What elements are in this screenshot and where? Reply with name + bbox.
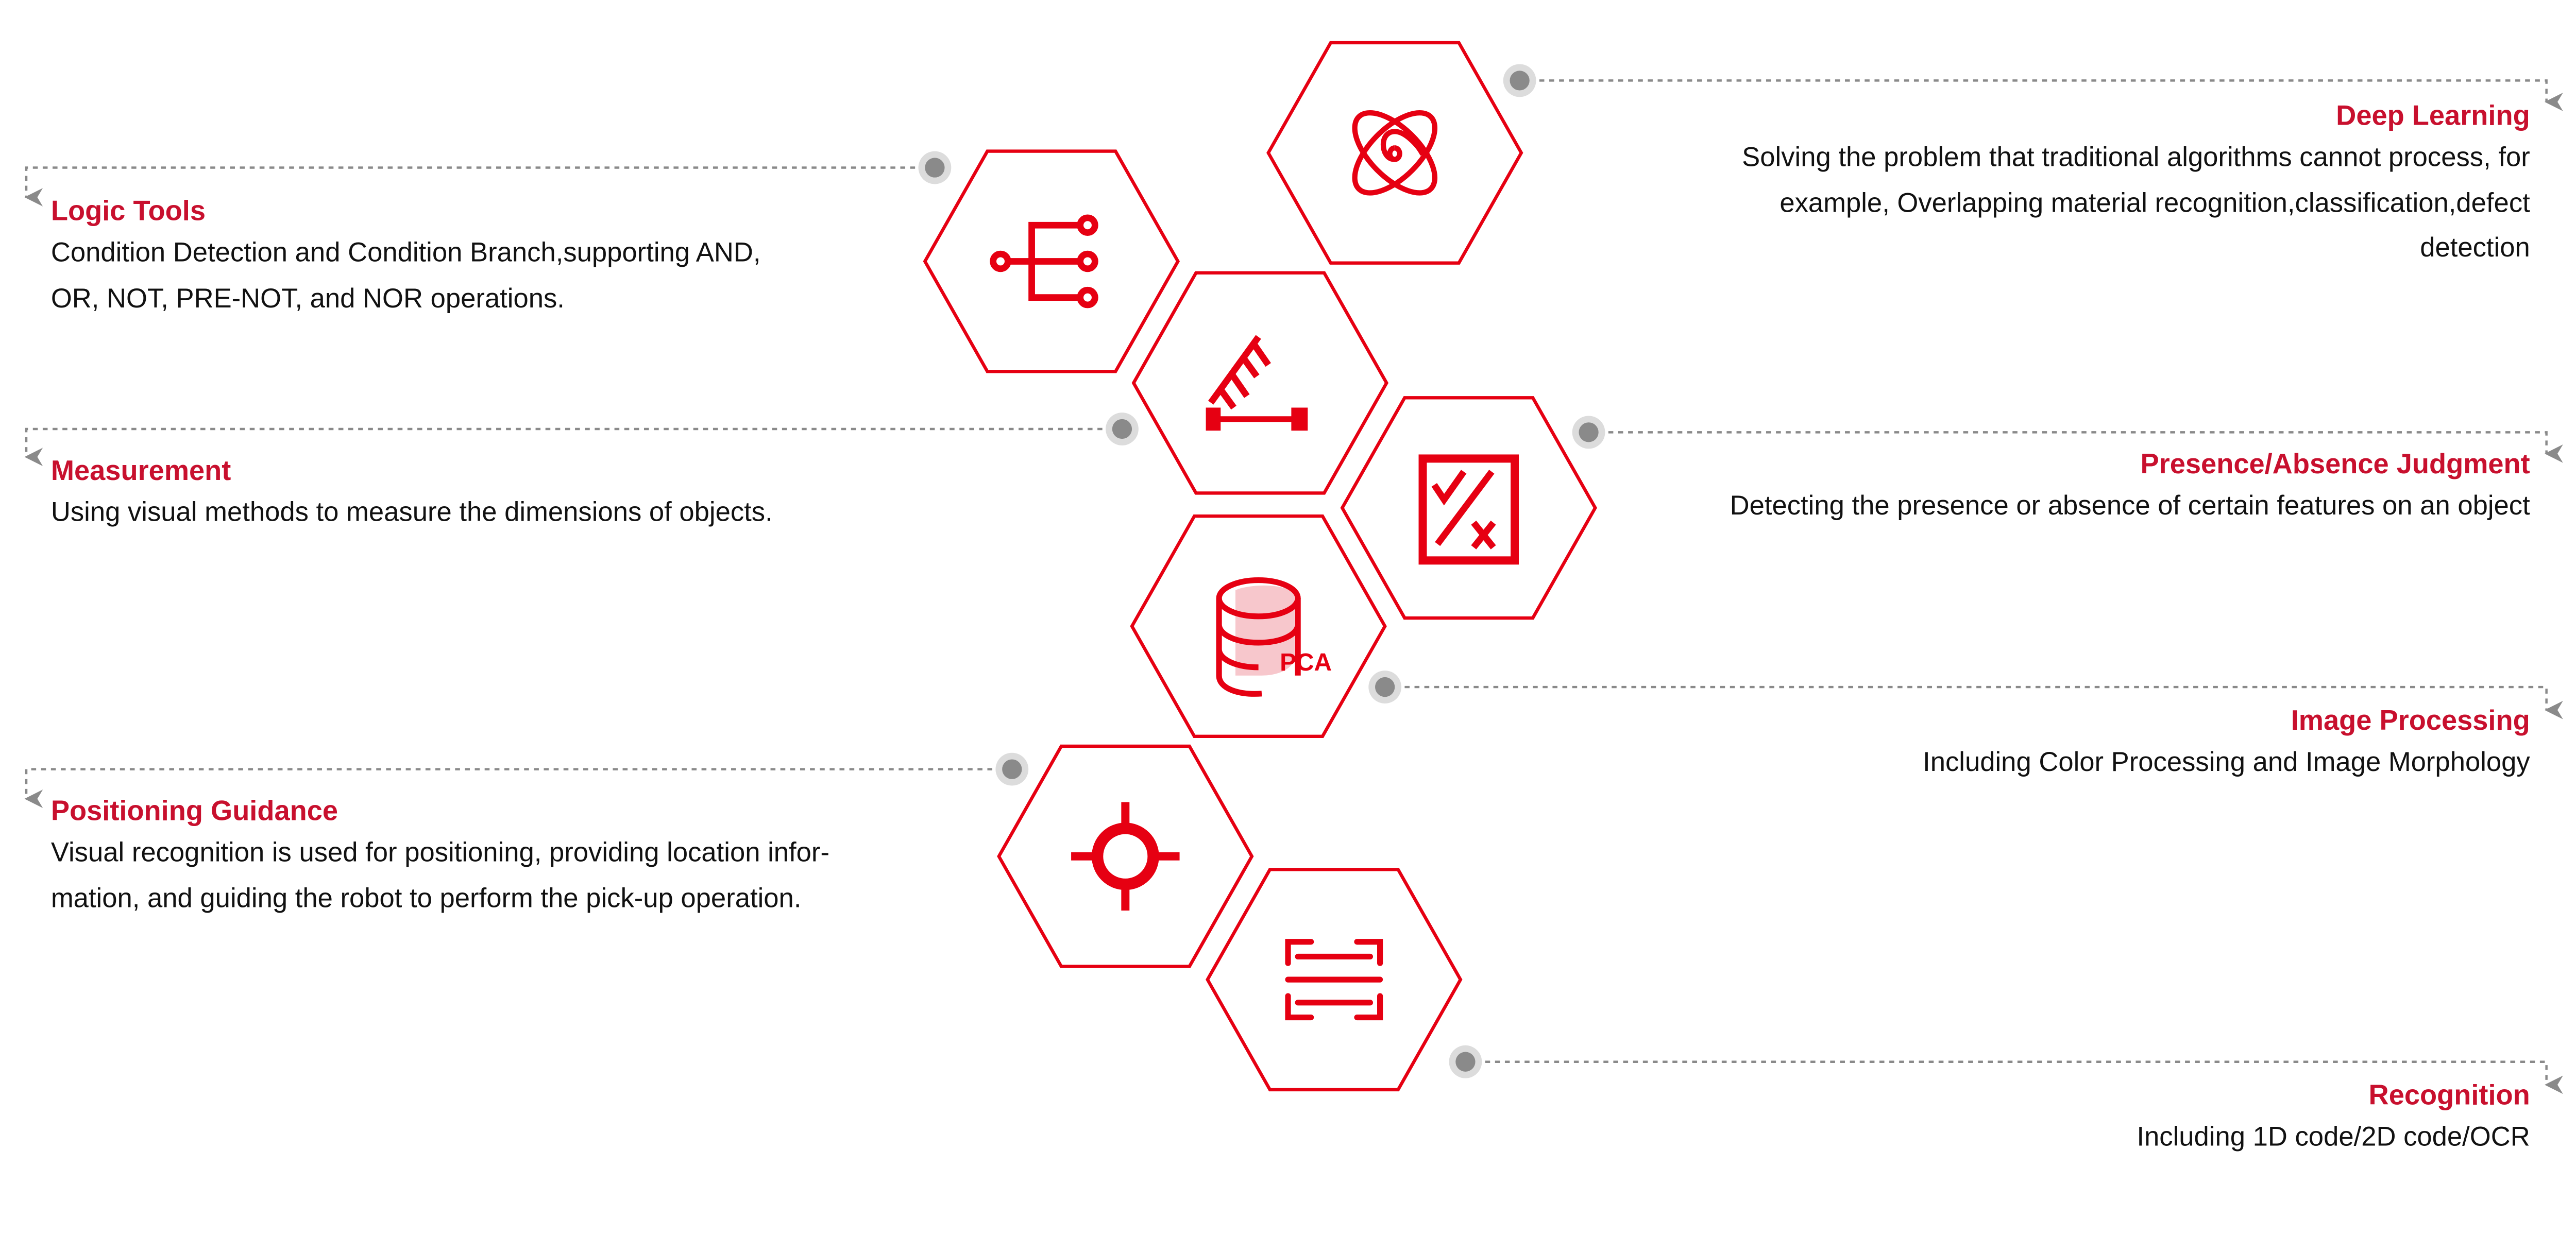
hexagon-positioning-guidance (997, 744, 1254, 968)
dotted-connector-line (1385, 685, 2563, 719)
database-pca-icon: PCA (1216, 577, 1332, 697)
dotted-connector-line (24, 427, 1122, 467)
feature-description-line: example, Overlapping material recognitio… (1780, 188, 2530, 218)
feature-title: Logic Tools (50, 195, 206, 227)
hexagon-outline (1266, 41, 1523, 265)
connector-dot (1002, 759, 1022, 779)
connector-image-processing (1368, 671, 2563, 719)
feature-description-line: Visual recognition is used for positioni… (50, 838, 829, 868)
feature-description-line: Condition Detection and Condition Branch… (50, 238, 761, 268)
feature-title: Presence/Absence Judgment (2140, 449, 2530, 480)
hexagon-image-processing: PCA (1130, 514, 1387, 738)
feature-deep-learning: Deep Learning Solving the problem that t… (1742, 97, 2530, 272)
dotted-connector-line (1519, 79, 2563, 111)
hexagon-measurement (1131, 271, 1389, 495)
hexagon-presence-absence (1340, 396, 1597, 620)
feature-measurement: Measurement Using visual methods to meas… (51, 452, 773, 537)
feature-description-line: Using visual methods to measure the dime… (50, 498, 773, 528)
feature-title: Positioning Guidance (50, 795, 338, 827)
pca-icon-text: PCA (1280, 649, 1332, 676)
feature-title: Measurement (50, 455, 231, 487)
feature-title: Recognition (2368, 1079, 2530, 1111)
connector-dot (1455, 1052, 1476, 1072)
feature-description-line: Including 1D code/2D code/OCR (2137, 1122, 2530, 1153)
connector-logic-tools (24, 151, 952, 207)
connector-measurement (24, 413, 1139, 467)
crosshair-target-icon (1071, 802, 1180, 911)
branch-tree-icon (990, 214, 1098, 308)
check-cross-board-icon (1418, 454, 1519, 565)
feature-logic-tools: Logic Tools Condition Detection and Cond… (51, 192, 761, 322)
feature-title: Deep Learning (2336, 100, 2530, 132)
feature-description-line: Including Color Processing and Image Mor… (1923, 748, 2530, 778)
feature-positioning-guidance: Positioning Guidance Visual recognition … (51, 792, 829, 922)
scan-code-icon (1285, 939, 1383, 1021)
atom-spiral-icon (1352, 110, 1438, 196)
feature-description-line: OR, NOT, PRE-NOT, and NOR operations. (50, 283, 565, 313)
feature-image-processing: Image Processing Including Color Process… (1923, 702, 2530, 786)
connector-dot (1375, 677, 1395, 697)
hexagon-outline (997, 744, 1254, 968)
connector-presence-absence (1572, 416, 2563, 463)
connector-dot (1112, 419, 1132, 439)
connector-recognition (1449, 1045, 2563, 1094)
connector-dot (1579, 422, 1599, 442)
feature-recognition: Recognition Including 1D code/2D code/OC… (2137, 1076, 2530, 1161)
ruler-icon (1206, 335, 1308, 431)
connector-dot (1510, 71, 1530, 91)
hexagon-recognition (1206, 868, 1463, 1092)
feature-description-line: mation, and guiding the robot to perform… (50, 883, 802, 913)
feature-title: Image Processing (2291, 705, 2530, 736)
dotted-connector-line (1465, 1060, 2563, 1094)
connector-deep-learning (1503, 64, 2563, 111)
dotted-connector-line (24, 166, 935, 207)
hexagon-outline (1131, 271, 1389, 495)
dotted-connector-line (1588, 431, 2563, 463)
feature-presence-absence: Presence/Absence Judgment Detecting the … (1730, 445, 2530, 530)
hexagon-deep-learning (1266, 41, 1523, 265)
hexagon-outline (1340, 396, 1597, 620)
hexagon-logic-tools (923, 149, 1180, 373)
feature-description-line: Detecting the presence or absence of cer… (1730, 491, 2530, 521)
connector-dot (925, 158, 945, 178)
feature-description-line: detection (2420, 233, 2530, 263)
feature-description-line: Solving the problem that traditional alg… (1742, 143, 2530, 173)
